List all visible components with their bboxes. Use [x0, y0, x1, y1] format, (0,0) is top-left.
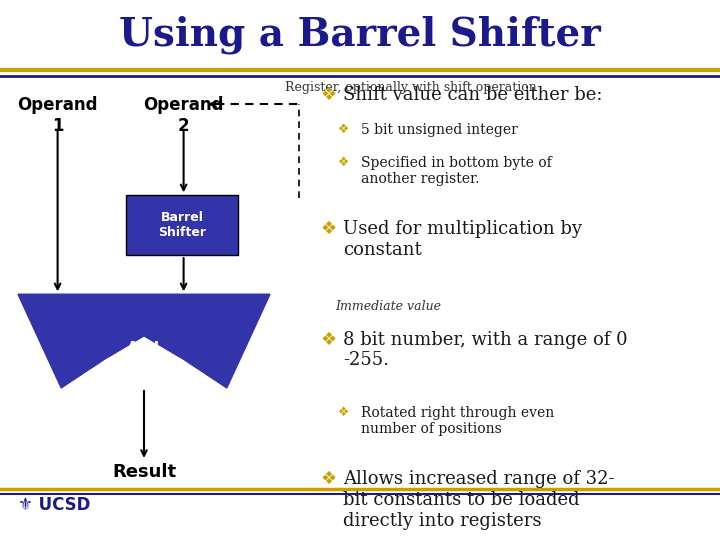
Text: Used for multiplication by
constant: Used for multiplication by constant — [343, 220, 582, 259]
Text: 5 bit unsigned integer: 5 bit unsigned integer — [361, 124, 518, 137]
Text: Operand
2: Operand 2 — [143, 96, 224, 135]
Text: ❖: ❖ — [320, 330, 336, 349]
Text: Immediate value: Immediate value — [335, 300, 441, 313]
Text: ⚜ UCSD: ⚜ UCSD — [18, 496, 91, 514]
FancyBboxPatch shape — [126, 195, 238, 255]
Text: Shift value can be either be:: Shift value can be either be: — [343, 86, 603, 104]
Text: Barrel
Shifter: Barrel Shifter — [158, 211, 206, 239]
Text: Specified in bottom byte of
another register.: Specified in bottom byte of another regi… — [361, 156, 552, 186]
Text: Operand
1: Operand 1 — [17, 96, 98, 135]
Text: ❖: ❖ — [320, 470, 336, 488]
Text: Allows increased range of 32-
bit constants to be loaded
directly into registers: Allows increased range of 32- bit consta… — [343, 470, 615, 530]
Text: ❖: ❖ — [338, 156, 350, 168]
Text: Result: Result — [112, 463, 176, 482]
Text: ❖: ❖ — [338, 406, 350, 419]
Text: Using a Barrel Shifter: Using a Barrel Shifter — [119, 16, 601, 54]
Text: 8 bit number, with a range of 0
-255.: 8 bit number, with a range of 0 -255. — [343, 330, 628, 369]
Text: ❖: ❖ — [320, 86, 336, 104]
Text: Rotated right through even
number of positions: Rotated right through even number of pos… — [361, 406, 554, 436]
Text: ❖: ❖ — [338, 124, 350, 137]
Text: ALU: ALU — [127, 341, 161, 356]
Text: Register, optionally with shift operation: Register, optionally with shift operatio… — [284, 80, 536, 94]
Text: ❖: ❖ — [320, 220, 336, 238]
Polygon shape — [18, 294, 270, 388]
